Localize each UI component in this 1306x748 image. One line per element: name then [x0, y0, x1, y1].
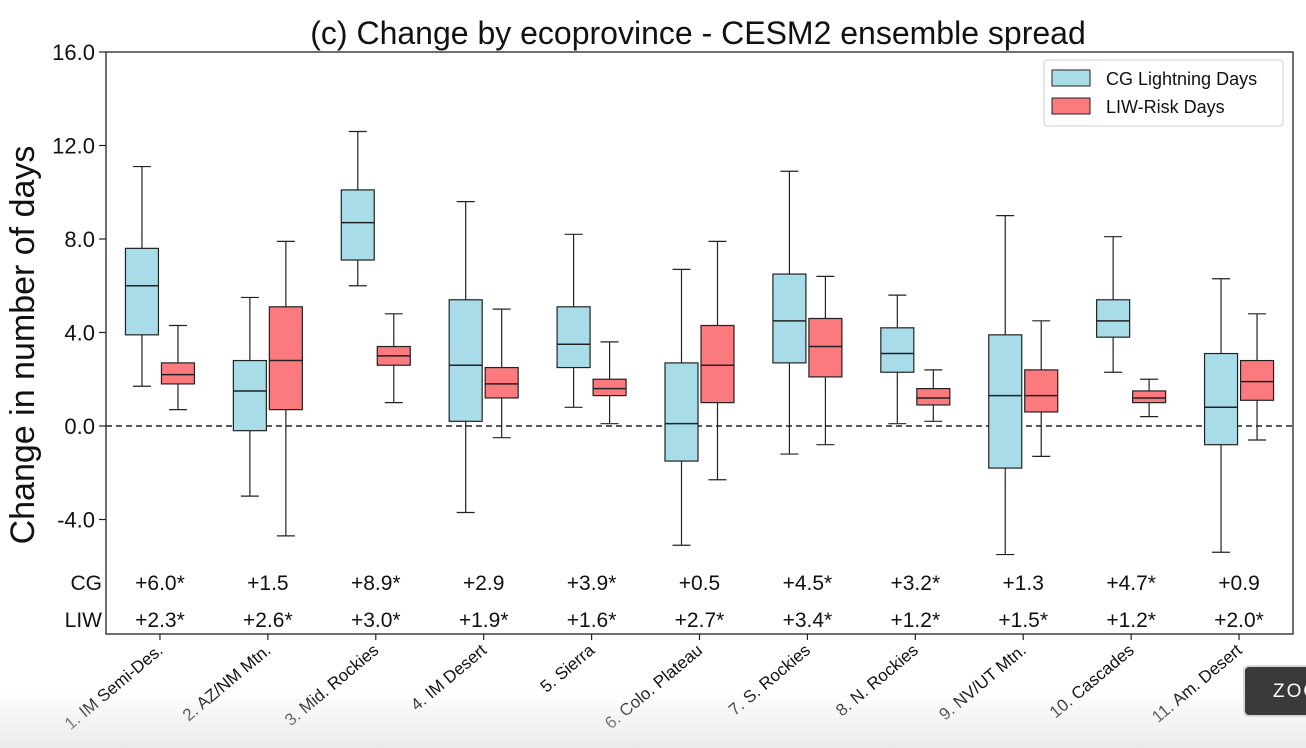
box-cg-8	[880, 294, 915, 425]
legend-box	[1043, 59, 1284, 127]
box-cg-5	[556, 233, 591, 408]
row-label-cg: CG	[71, 572, 103, 595]
box-cg-4	[448, 201, 483, 514]
x-tick-label: 11. Am. Desert	[1148, 640, 1246, 726]
box-iqr	[808, 317, 843, 378]
box-iqr	[772, 273, 807, 364]
y-tick-label: -4.0	[57, 508, 95, 533]
box-liw-1	[160, 324, 196, 411]
legend: CG Lightning Days LIW-Risk Days	[1043, 59, 1284, 127]
box-cg-9	[988, 215, 1023, 556]
zoom-button[interactable]: ZOOM	[1243, 665, 1306, 717]
change-value: +8.9*	[351, 572, 401, 595]
box-cg-2	[232, 296, 267, 497]
box-cg-6	[664, 268, 699, 546]
y-axis-label: Change in number of days	[4, 146, 42, 545]
chart-title: (c) Change by ecoprovince - CESM2 ensemb…	[310, 15, 1085, 51]
x-tick-label: 3. Mid. Rockies	[281, 641, 382, 730]
box-cg-11	[1203, 278, 1239, 553]
box-iqr	[988, 334, 1023, 469]
x-tick-label: 4. IM Desert	[407, 640, 490, 714]
x-tick-label: 2. AZ/NM Mtn.	[179, 641, 274, 725]
box-iqr	[664, 362, 699, 462]
box-cg-7	[772, 170, 807, 455]
box-iqr	[916, 388, 951, 406]
box-cg-10	[1096, 236, 1131, 373]
change-value: +2.9	[463, 572, 504, 595]
change-annotations: CG +6.0* +1.5 +8.9* +2.9 +3.9* +0.5 +4.5* +3.2* +…	[65, 572, 1264, 632]
y-tick-label: 4.0	[64, 321, 95, 346]
legend-entry: LIW-Risk Days	[1106, 97, 1225, 117]
y-tick-label: 16.0	[52, 40, 95, 65]
legend-swatch	[1051, 97, 1091, 115]
change-value: +4.7*	[1106, 572, 1156, 595]
x-tick-label: 10. Cascades	[1046, 641, 1138, 722]
y-axis-ticks: 16.0 12.0 8.0 4.0 0.0 -4.0	[52, 40, 106, 533]
box-iqr	[1239, 359, 1275, 401]
change-value: +2.3*	[135, 609, 185, 632]
change-value: +1.5	[247, 572, 288, 595]
y-tick-label: 12.0	[52, 134, 95, 159]
box-iqr	[484, 366, 519, 399]
change-value: +0.9	[1218, 572, 1259, 595]
change-value: +1.2*	[890, 609, 940, 632]
box-iqr	[1096, 299, 1131, 338]
box-iqr	[1203, 352, 1239, 446]
change-value: +2.0*	[1214, 609, 1264, 632]
box-iqr	[448, 299, 483, 422]
x-tick-label: 8. N. Rockies	[832, 641, 922, 721]
box-iqr	[268, 306, 303, 411]
box-liw-3	[376, 313, 411, 404]
box-liw-9	[1024, 320, 1059, 457]
change-value: +2.7*	[675, 609, 725, 632]
box-iqr	[124, 247, 160, 336]
box-cg-1	[124, 165, 160, 387]
plot-area	[105, 51, 1294, 635]
box-iqr	[592, 378, 627, 397]
legend-entry: CG Lightning Days	[1106, 69, 1257, 89]
change-value: +1.5*	[998, 609, 1048, 632]
box-iqr	[232, 359, 267, 432]
change-value: +3.2*	[890, 572, 940, 595]
change-value: +1.6*	[567, 609, 617, 632]
change-value: +1.3	[1002, 572, 1043, 595]
box-iqr	[880, 327, 915, 373]
y-tick-label: 0.0	[64, 414, 95, 439]
box-liw-8	[916, 369, 951, 422]
box-iqr	[160, 362, 196, 385]
y-tick-label: 8.0	[64, 227, 95, 252]
box-liw-4	[484, 308, 519, 439]
box-iqr	[1024, 369, 1059, 413]
box-liw-5	[592, 341, 627, 425]
box-liw-7	[808, 275, 843, 446]
legend-swatch	[1051, 69, 1091, 87]
x-axis-ticks: 1. IM Semi-Des. 2. AZ/NM Mtn. 3. Mid. Rock…	[61, 634, 1246, 733]
box-liw-2	[268, 240, 303, 537]
x-tick-label: 7. S. Rockies	[725, 641, 814, 720]
x-tick-label: 1. IM Semi-Des.	[61, 641, 167, 734]
x-tick-label: 9. NV/UT Mtn.	[935, 641, 1029, 725]
change-value: +1.9*	[459, 609, 509, 632]
box-liw-6	[700, 240, 735, 481]
box-iqr	[1132, 390, 1167, 404]
change-value: +1.2*	[1106, 609, 1156, 632]
box-iqr	[700, 324, 735, 404]
change-value: +6.0*	[135, 572, 185, 595]
change-value: +3.9*	[567, 572, 617, 595]
box-iqr	[340, 189, 375, 261]
row-label-liw: LIW	[65, 609, 103, 632]
x-tick-label: 5. Sierra	[537, 640, 599, 696]
change-value: +3.4*	[783, 609, 833, 632]
box-cg-3	[340, 130, 375, 287]
change-value: +4.5*	[783, 572, 833, 595]
x-tick-label: 6. Colo. Plateau	[601, 641, 706, 733]
change-value: +2.6*	[243, 609, 293, 632]
change-value: +0.5	[679, 572, 720, 595]
box-liw-10	[1132, 378, 1167, 418]
box-liw-11	[1239, 313, 1275, 441]
change-value: +3.0*	[351, 609, 401, 632]
box-iqr	[556, 306, 591, 369]
